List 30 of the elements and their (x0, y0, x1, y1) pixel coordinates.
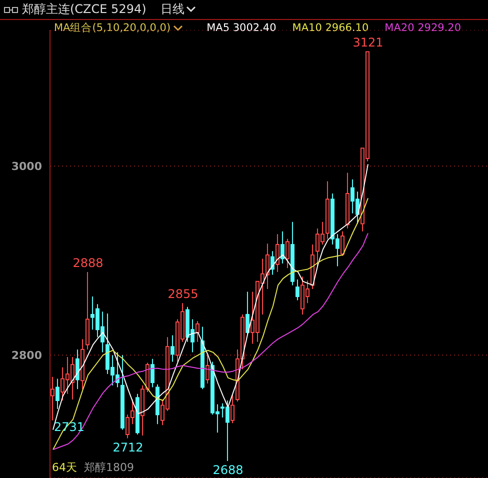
annotation: 郑醇1809 (84, 460, 134, 475)
candlestick (56, 378, 60, 410)
candlestick (170, 334, 174, 362)
candlestick (86, 271, 90, 350)
annotation: 2712 (112, 440, 144, 454)
annotation: 2688 (212, 462, 244, 477)
annotation: 2888 (72, 256, 104, 270)
annotation: 64天 (52, 460, 77, 475)
text: MA20 2929.20 (384, 22, 462, 34)
candlestick (76, 348, 80, 390)
legend-title: MA组合(5,10,20,0,0,0) (54, 21, 171, 35)
candlestick (80, 338, 84, 390)
y-tick-label: 3000 (11, 160, 42, 174)
candlestick (346, 172, 350, 229)
y-tick-label: 2800 (11, 349, 42, 362)
line-series (52, 164, 368, 430)
candlestick (50, 376, 54, 421)
candlestick (326, 180, 330, 240)
chart-subtitle: 日线 (160, 1, 184, 18)
text: MA5 3002.40 (206, 22, 276, 34)
candlestick (206, 354, 210, 384)
text: MA10 2966.10 (292, 22, 369, 34)
candlestick (196, 320, 200, 342)
candlestick (276, 234, 280, 272)
candlestick (156, 384, 160, 425)
annotation: 2855 (168, 287, 198, 302)
candlestick (296, 279, 300, 301)
chart-title: 郑醇主连(CZCE 5294) (22, 1, 146, 18)
candlestick (280, 230, 284, 264)
annotation: 3121 (352, 36, 384, 50)
